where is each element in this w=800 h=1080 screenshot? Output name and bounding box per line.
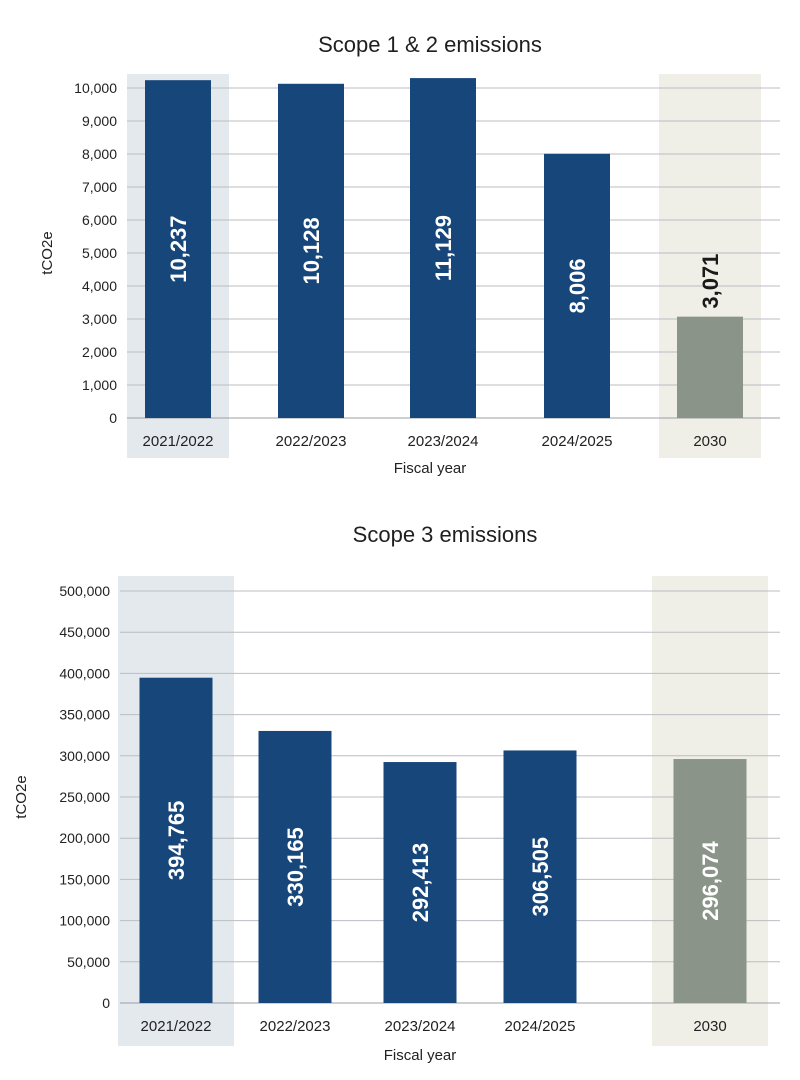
scope3-y-tick-label: 0	[102, 995, 110, 1011]
scope12-data-label: 8,006	[565, 258, 590, 313]
scope3-chart-title: Scope 3 emissions	[353, 522, 538, 547]
scope12-y-tick-label: 9,000	[82, 113, 117, 129]
scope12-data-label: 10,128	[299, 217, 324, 284]
scope12-y-tick-label: 3,000	[82, 311, 117, 327]
scope3-y-tick-label: 50,000	[67, 954, 110, 970]
scope12-bar	[145, 80, 211, 418]
scope12-bar	[677, 316, 743, 418]
scope12-x-tick-label: 2024/2025	[542, 433, 613, 450]
scope12-x-axis-label: Fiscal year	[394, 460, 467, 477]
scope3-y-tick-label: 350,000	[59, 707, 110, 723]
scope12-bar	[278, 83, 344, 418]
scope12-y-axis-label: tCO2e	[39, 231, 56, 274]
scope12-y-tick-label: 8,000	[82, 146, 117, 162]
scope-1-2-chart: 0 1,000 2,000 3,000 4,000 5,000 6,000 7,000 8,00…	[39, 32, 780, 477]
scope3-bar	[139, 677, 213, 1003]
scope12-data-label: 3,071	[698, 254, 723, 309]
scope12-y-tick-label: 1,000	[82, 377, 117, 393]
scope3-x-tick-label: 2022/2023	[260, 1018, 331, 1035]
scope3-x-axis-label: Fiscal year	[384, 1047, 457, 1064]
scope12-y-tick-label: 4,000	[82, 278, 117, 294]
scope3-bar	[673, 759, 747, 1003]
scope3-x-tick-label: 2030	[693, 1018, 726, 1035]
scope3-y-tick-label: 250,000	[59, 789, 110, 805]
scope3-x-tick-label: 2023/2024	[385, 1018, 456, 1035]
scope3-bar	[383, 762, 457, 1003]
scope12-data-label: 10,237	[166, 215, 191, 282]
scope3-bar	[258, 730, 332, 1003]
scope12-y-tick-label: 10,000	[74, 80, 117, 96]
scope3-y-axis-label: tCO2e	[13, 775, 30, 818]
scope3-bar	[503, 750, 577, 1003]
scope12-y-tick-label: 5,000	[82, 245, 117, 261]
scope12-x-tick-label: 2021/2022	[143, 433, 214, 450]
scope12-x-tick-label: 2023/2024	[408, 433, 479, 450]
scope3-y-tick-label: 300,000	[59, 748, 110, 764]
scope12-bar	[410, 78, 476, 418]
scope3-y-tick-label: 500,000	[59, 583, 110, 599]
scope3-x-tick-label: 2021/2022	[141, 1018, 212, 1035]
scope12-y-tick-label: 6,000	[82, 212, 117, 228]
scope3-y-tick-label: 200,000	[59, 830, 110, 846]
scope12-y-tick-label: 7,000	[82, 179, 117, 195]
scope3-data-label: 330,165	[283, 827, 308, 907]
scope3-x-tick-label: 2024/2025	[505, 1018, 576, 1035]
scope3-data-label: 394,765	[164, 801, 189, 881]
scope3-y-tick-label: 100,000	[59, 913, 110, 929]
scope-3-chart: 0 50,000 100,000 150,000 200,000 250,000 300,0…	[13, 522, 780, 1064]
scope3-y-tick-label: 150,000	[59, 871, 110, 887]
scope12-chart-title: Scope 1 & 2 emissions	[318, 32, 542, 57]
scope3-data-label: 292,413	[408, 843, 433, 923]
scope3-data-label: 296,074	[698, 840, 723, 920]
scope12-bar	[544, 153, 610, 418]
scope3-y-tick-label: 400,000	[59, 665, 110, 681]
scope3-y-tick-label: 450,000	[59, 624, 110, 640]
scope12-y-tick-label: 2,000	[82, 344, 117, 360]
scope3-data-label: 306,505	[528, 837, 553, 917]
scope12-x-tick-label: 2030	[693, 433, 726, 450]
scope12-data-label: 11,129	[431, 215, 456, 281]
scope12-x-tick-label: 2022/2023	[276, 433, 347, 450]
scope12-y-tick-label: 0	[109, 410, 117, 426]
